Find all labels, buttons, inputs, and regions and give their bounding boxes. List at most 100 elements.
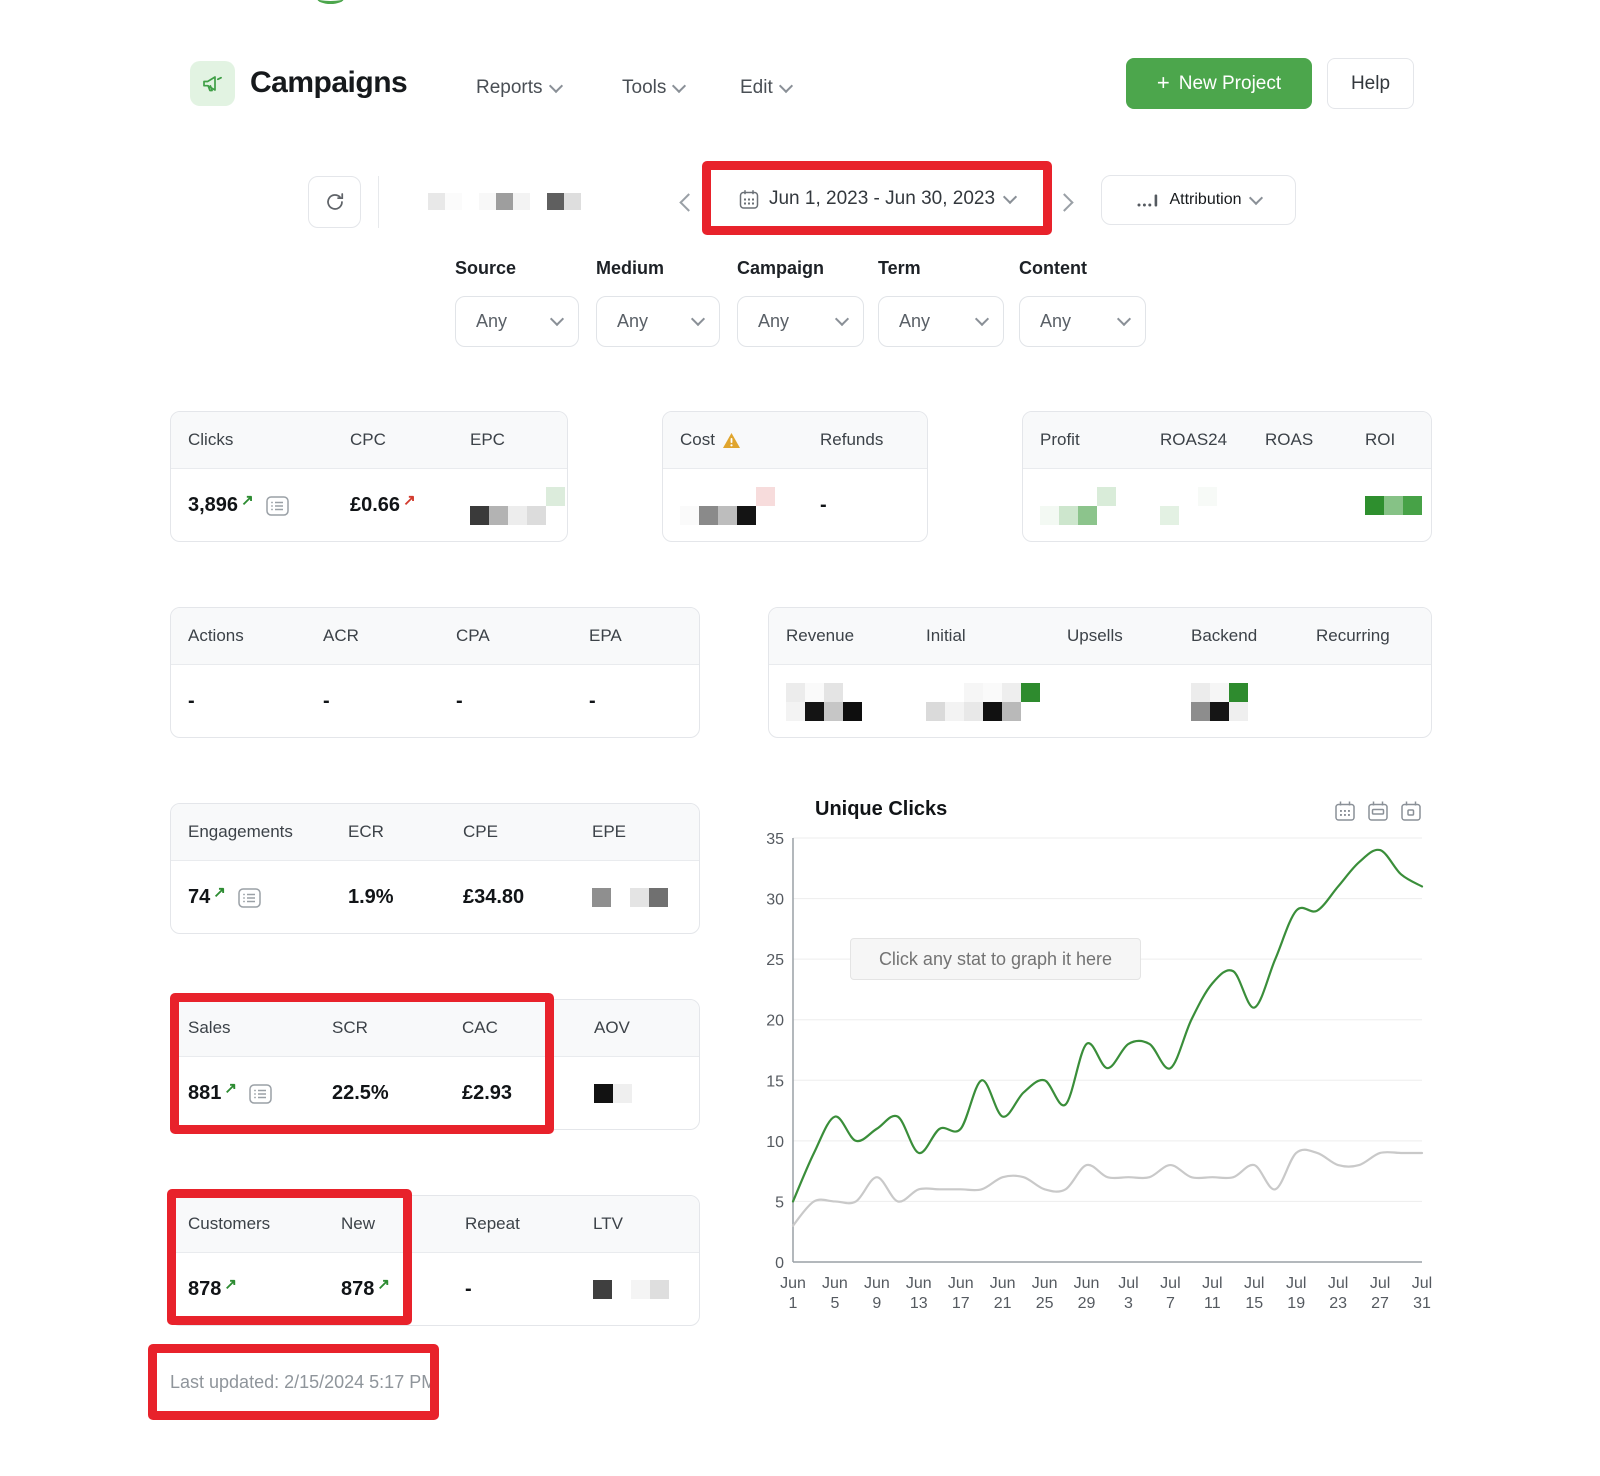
filter-label-term: Term [878,258,921,278]
refresh-button[interactable] [308,176,361,228]
filter-label-medium: Medium [596,258,665,278]
svg-text:25: 25 [766,952,784,969]
redacted-roi-value [1365,496,1422,515]
col-header-ltv[interactable]: LTV [593,1214,623,1233]
col-header-cpc[interactable]: CPC [350,430,386,449]
col-header-scr[interactable]: SCR [332,1018,368,1037]
sales-log-button[interactable] [249,1083,272,1104]
col-header-epa[interactable]: EPA [589,626,622,645]
col-header-new[interactable]: New [341,1214,376,1233]
filter-select-medium[interactable]: Any [596,296,720,347]
chart-title: Unique Clicks [815,798,948,820]
clicks-value[interactable]: 3,896 ↗ [188,491,254,517]
col-header-cpe[interactable]: CPE [463,822,498,841]
new-project-button[interactable]: + New Project [1126,58,1312,109]
cpa-value: - [456,690,463,712]
sales-value[interactable]: 881 ↗ [188,1079,237,1105]
menu-tools[interactable]: Tools [622,77,687,99]
trend-up-icon: ↗ [377,1275,390,1293]
col-header-actions[interactable]: Actions [188,626,244,645]
next-period-arrow[interactable] [1055,193,1074,212]
acr-value: - [323,690,330,712]
cpc-value[interactable]: £0.66 ↗ [350,491,416,517]
svg-text:Jul: Jul [1244,1275,1264,1292]
col-header-recurring[interactable]: Recurring [1316,626,1390,645]
col-header-ecr[interactable]: ECR [348,822,384,841]
filter-select-content[interactable]: Any [1019,296,1146,347]
actions-card: Actions ACR CPA EPA - - - - [170,607,700,738]
col-header-acr[interactable]: ACR [323,626,359,645]
calendar-day-view-icon[interactable] [1400,800,1422,828]
refresh-icon [326,193,343,210]
col-header-sales[interactable]: Sales [188,1018,231,1037]
svg-text:0: 0 [775,1255,784,1272]
actions-value: - [188,690,195,712]
svg-text:29: 29 [1078,1295,1096,1312]
chevron-down-icon [690,311,706,327]
new-customers-value[interactable]: 878 ↗ [341,1275,390,1301]
attribution-button[interactable]: Attribution [1101,175,1296,225]
col-header-clicks[interactable]: Clicks [188,430,234,449]
col-header-backend[interactable]: Backend [1191,626,1258,645]
filter-label-content: Content [1019,258,1087,278]
svg-text:Jun: Jun [906,1275,932,1292]
last-updated-text: Last updated: 2/15/2024 5:17 PM [170,1372,437,1392]
cac-value[interactable]: £2.93 [462,1082,513,1104]
col-header-epe[interactable]: EPE [592,822,627,841]
svg-text:19: 19 [1287,1295,1305,1312]
calendar-week-view-icon[interactable] [1367,800,1389,828]
col-header-cost[interactable]: Cost [680,430,715,449]
menu-reports[interactable]: Reports [476,77,563,99]
filter-select-campaign[interactable]: Any [737,296,864,347]
cpe-value[interactable]: £34.80 [463,886,525,908]
chevron-down-icon [672,78,687,93]
col-header-cac[interactable]: CAC [462,1018,498,1037]
col-header-aov[interactable]: AOV [594,1018,630,1037]
unique-clicks-chart: Unique Clicks [760,786,1450,1346]
calendar-month-view-icon[interactable] [1334,800,1356,828]
repeat-value: - [465,1278,472,1300]
col-header-repeat[interactable]: Repeat [465,1214,520,1233]
redacted-initial-value [926,682,1040,721]
svg-text:10: 10 [766,1134,784,1151]
date-range-button[interactable]: Jun 1, 2023 - Jun 30, 2023 [712,172,1042,226]
col-header-cpa[interactable]: CPA [456,626,490,645]
col-header-epc[interactable]: EPC [470,430,505,449]
svg-text:Jul: Jul [1412,1275,1432,1292]
engagements-log-button[interactable] [238,887,261,908]
clicks-log-button[interactable] [265,495,289,516]
svg-text:13: 13 [910,1295,928,1312]
redacted-aov-value [594,1084,632,1103]
engagements-value[interactable]: 74 ↗ [188,883,226,909]
col-header-revenue[interactable]: Revenue [786,626,855,645]
svg-text:7: 7 [1166,1295,1175,1312]
logo-fragment [317,0,344,4]
col-header-initial[interactable]: Initial [926,626,966,645]
menu-edit[interactable]: Edit [740,77,793,99]
col-header-customers[interactable]: Customers [188,1214,271,1233]
col-header-profit[interactable]: Profit [1040,430,1080,449]
filter-select-term[interactable]: Any [878,296,1004,347]
col-header-roas[interactable]: ROAS [1265,430,1314,449]
filter-label-source: Source [455,258,517,278]
col-header-upsells[interactable]: Upsells [1067,626,1123,645]
col-header-roi[interactable]: ROI [1365,430,1396,449]
svg-text:Jun: Jun [948,1275,974,1292]
svg-text:9: 9 [872,1295,881,1312]
ecr-value[interactable]: 1.9% [348,886,394,908]
col-header-engagements[interactable]: Engagements [188,822,293,841]
redacted-backend-value [1191,682,1248,721]
col-header-refunds[interactable]: Refunds [820,430,884,449]
customers-value[interactable]: 878 ↗ [188,1275,237,1301]
svg-text:25: 25 [1036,1295,1054,1312]
previous-period-arrow[interactable] [679,193,698,212]
help-button[interactable]: Help [1327,58,1414,109]
col-header-roas24[interactable]: ROAS24 [1160,430,1228,449]
plus-icon: + [1156,69,1170,95]
scr-value[interactable]: 22.5% [332,1082,389,1104]
filter-select-source[interactable]: Any [455,296,579,347]
divider [378,176,379,228]
svg-text:Jul: Jul [1160,1275,1180,1292]
redacted-profit-value [1040,486,1116,525]
